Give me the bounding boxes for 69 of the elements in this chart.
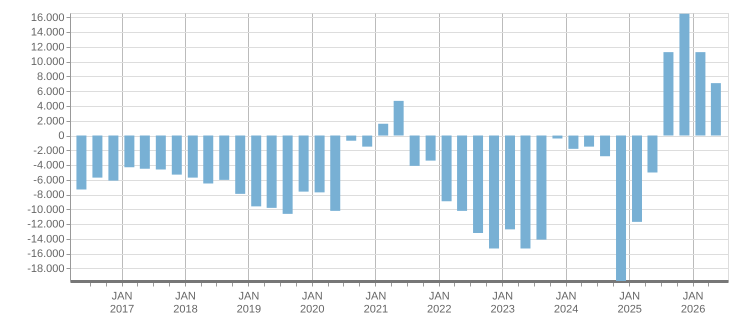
bar <box>394 100 404 136</box>
bar <box>505 136 516 230</box>
bar <box>679 14 690 136</box>
y-tick-label: -14.000 <box>27 233 64 246</box>
y-tick-label: -16.000 <box>27 248 64 260</box>
bar <box>282 136 293 214</box>
y-tick-label: 10.000 <box>30 56 64 68</box>
bar <box>298 136 309 192</box>
y-tick-label: 8.000 <box>36 70 64 83</box>
bar <box>140 136 150 169</box>
bar <box>188 136 198 178</box>
x-tick-label: JAN 2023 <box>490 290 515 313</box>
bar <box>76 136 86 190</box>
y-tick-label: 14.000 <box>30 26 64 39</box>
bar <box>520 136 530 249</box>
bar <box>695 52 706 136</box>
bar <box>219 136 230 180</box>
x-tick-label: JAN 2021 <box>364 290 388 313</box>
bar <box>108 136 118 181</box>
bar <box>266 136 277 208</box>
bar <box>473 136 484 234</box>
bar <box>632 136 642 222</box>
y-tick-label: 6.000 <box>36 86 64 98</box>
bar <box>442 136 452 202</box>
bar <box>314 136 325 192</box>
bar <box>235 136 246 194</box>
bar <box>536 136 546 240</box>
bar <box>362 136 372 147</box>
bar <box>552 136 562 139</box>
y-tick-label: -6.000 <box>33 174 64 186</box>
bar <box>172 136 182 175</box>
bar <box>457 136 468 211</box>
y-tick-label: 0 <box>58 130 64 142</box>
y-tick-label: 16.000 <box>30 12 64 24</box>
bar <box>426 136 436 161</box>
bar <box>584 136 594 147</box>
x-tick-label: JAN 2020 <box>300 290 325 313</box>
y-tick-label: -4.000 <box>33 160 64 172</box>
x-tick-label: JAN 2024 <box>554 290 578 313</box>
x-tick-label: JAN 2022 <box>427 290 452 313</box>
x-tick-label: JAN 2025 <box>617 290 642 313</box>
bar <box>330 136 340 211</box>
y-tick-label: -2.000 <box>33 144 64 157</box>
bar <box>710 83 721 136</box>
x-tick-label: JAN 2026 <box>680 290 706 313</box>
x-tick-label: JAN 2017 <box>110 290 134 313</box>
bar <box>616 136 626 281</box>
y-tick-label: 12.000 <box>30 41 64 54</box>
y-tick-label: -8.000 <box>33 189 64 202</box>
y-tick-label: -10.000 <box>27 204 64 216</box>
bar <box>346 136 356 141</box>
bar <box>251 136 262 206</box>
y-tick-label: -18.000 <box>27 262 64 275</box>
bar <box>489 136 500 249</box>
bar <box>156 136 166 170</box>
bar <box>124 136 134 168</box>
bar <box>410 136 420 166</box>
y-tick-label: 2.000 <box>36 115 64 128</box>
x-tick-label: JAN 2018 <box>173 290 198 313</box>
bar <box>568 136 578 149</box>
y-tick-label: 4.000 <box>36 100 64 113</box>
bar <box>663 52 674 136</box>
bar <box>92 136 102 178</box>
bar <box>647 136 658 172</box>
bar <box>203 136 214 184</box>
x-tick-label: JAN 2019 <box>236 290 262 313</box>
bar <box>378 124 388 136</box>
y-tick-label: -12.000 <box>27 218 64 231</box>
bar <box>600 136 610 156</box>
